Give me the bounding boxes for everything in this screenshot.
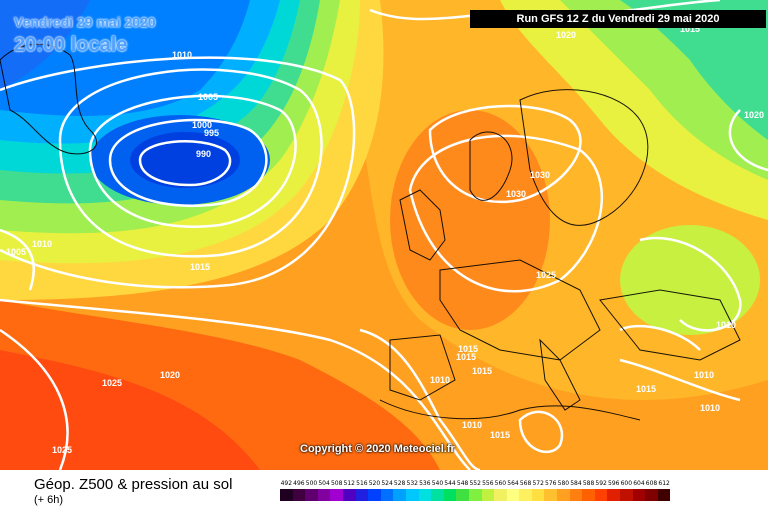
scale-swatch	[632, 489, 646, 501]
scale-swatch	[342, 489, 356, 501]
scale-swatch	[494, 489, 507, 501]
scale-swatch	[368, 489, 381, 501]
isobar-label: 1015	[636, 384, 656, 394]
date-label: Vendredi 29 mai 2020	[14, 14, 156, 30]
scale-swatch	[557, 489, 570, 501]
scale-label: 572	[532, 480, 544, 487]
scale-swatch	[531, 489, 545, 501]
scale-swatch	[305, 489, 318, 501]
isobar-label: 1030	[530, 170, 550, 180]
scale-label: 512	[343, 480, 355, 487]
scale-label: 588	[582, 480, 595, 487]
scale-swatch	[657, 489, 671, 501]
scale-label: 520	[368, 480, 381, 487]
isobar-label: 1010	[462, 420, 482, 430]
scale-swatch	[380, 489, 394, 501]
scale-label: 556	[482, 480, 494, 487]
time-label: 20:00 locale	[14, 34, 128, 56]
scale-label: 516	[356, 480, 368, 487]
scale-swatch	[582, 489, 595, 501]
scale-label: 592	[595, 480, 607, 487]
scale-swatch	[607, 489, 621, 501]
isobar-label: 1025	[52, 445, 72, 455]
scale-label: 552	[469, 480, 481, 487]
isobar-label: 1010	[700, 403, 720, 413]
scale-swatch	[443, 489, 457, 501]
scale-swatch	[393, 489, 406, 501]
isobar-label: 1010	[32, 239, 52, 249]
scale-label: 580	[557, 480, 570, 487]
scale-label: 500	[305, 480, 318, 487]
isobar-label: 1010	[430, 375, 450, 385]
copyright-notice: Copyright © 2020 Meteociel.fr	[300, 443, 455, 455]
run-info-bar: Run GFS 12 Z du Vendredi 29 mai 2020	[470, 10, 766, 28]
scale-label: 568	[519, 480, 532, 487]
scale-label: 600	[620, 480, 633, 487]
isobar-label: 1015	[490, 430, 510, 440]
isobar-label: 1020	[744, 110, 764, 120]
scale-swatch	[544, 489, 558, 501]
isobar-label: 1025	[536, 270, 556, 280]
map-title: Géop. Z500 & pression au sol	[34, 476, 233, 493]
isobar-label: 995	[204, 128, 219, 138]
scale-label: 504	[318, 480, 330, 487]
scale-label: 524	[381, 480, 393, 487]
scale-label: 560	[494, 480, 507, 487]
scale-label: 532	[406, 480, 418, 487]
scale-swatch	[330, 489, 343, 501]
scale-label: 528	[393, 480, 406, 487]
isobar-label: 1025	[102, 378, 122, 388]
scale-swatches	[280, 489, 671, 501]
color-scale: 492 496 500 504 508 512 516 520 524 528 532 536 540 5…	[280, 480, 671, 501]
scale-swatch	[405, 489, 419, 501]
scale-label: 536	[419, 480, 431, 487]
isobar-label: 1015	[190, 262, 210, 272]
scale-labels: 492 496 500 504 508 512 516 520 524 528 532 536 540 5…	[280, 480, 670, 487]
scale-label: 548	[456, 480, 469, 487]
isobar-label: 1020	[160, 370, 180, 380]
scale-swatch	[569, 489, 583, 501]
scale-swatch	[355, 489, 369, 501]
scale-label: 544	[444, 480, 456, 487]
isobar-label: 1020	[556, 30, 576, 40]
isobar-label: 1015	[456, 352, 476, 362]
isobar-label: 1005	[6, 247, 26, 257]
scale-label: 596	[608, 480, 620, 487]
scale-swatch	[620, 489, 633, 501]
scale-swatch	[280, 489, 293, 501]
isobar-label: 1015	[680, 24, 700, 34]
scale-swatch	[594, 489, 608, 501]
scale-swatch	[456, 489, 469, 501]
scale-label: 576	[545, 480, 557, 487]
scale-swatch	[418, 489, 432, 501]
isobar-label: 1010	[172, 50, 192, 60]
isobar-label: 1005	[198, 92, 218, 102]
scale-label: 564	[507, 480, 519, 487]
scale-swatch	[519, 489, 532, 501]
scale-swatch	[506, 489, 520, 501]
scale-swatch	[292, 489, 306, 501]
scale-swatch	[645, 489, 658, 501]
isobar-label: 1015	[458, 344, 478, 354]
scale-label: 492	[280, 480, 293, 487]
isobar-label: 1010	[716, 320, 736, 330]
isobar-label: 1015	[472, 366, 492, 376]
scale-swatch	[481, 489, 495, 501]
scale-label: 496	[293, 480, 305, 487]
scale-label: 508	[330, 480, 343, 487]
isobar-label: 1030	[506, 189, 526, 199]
scale-swatch	[317, 489, 331, 501]
isobar-label: 1000	[192, 120, 212, 130]
scale-swatch	[468, 489, 482, 501]
scale-label: 608	[645, 480, 658, 487]
isobar-label: 990	[196, 149, 211, 159]
scale-label: 604	[633, 480, 645, 487]
isobar-label: 1010	[694, 370, 714, 380]
scale-label: 584	[570, 480, 582, 487]
scale-label: 612	[658, 480, 670, 487]
scale-label: 540	[431, 480, 444, 487]
forecast-offset: (+ 6h)	[34, 494, 64, 506]
scale-swatch	[431, 489, 444, 501]
